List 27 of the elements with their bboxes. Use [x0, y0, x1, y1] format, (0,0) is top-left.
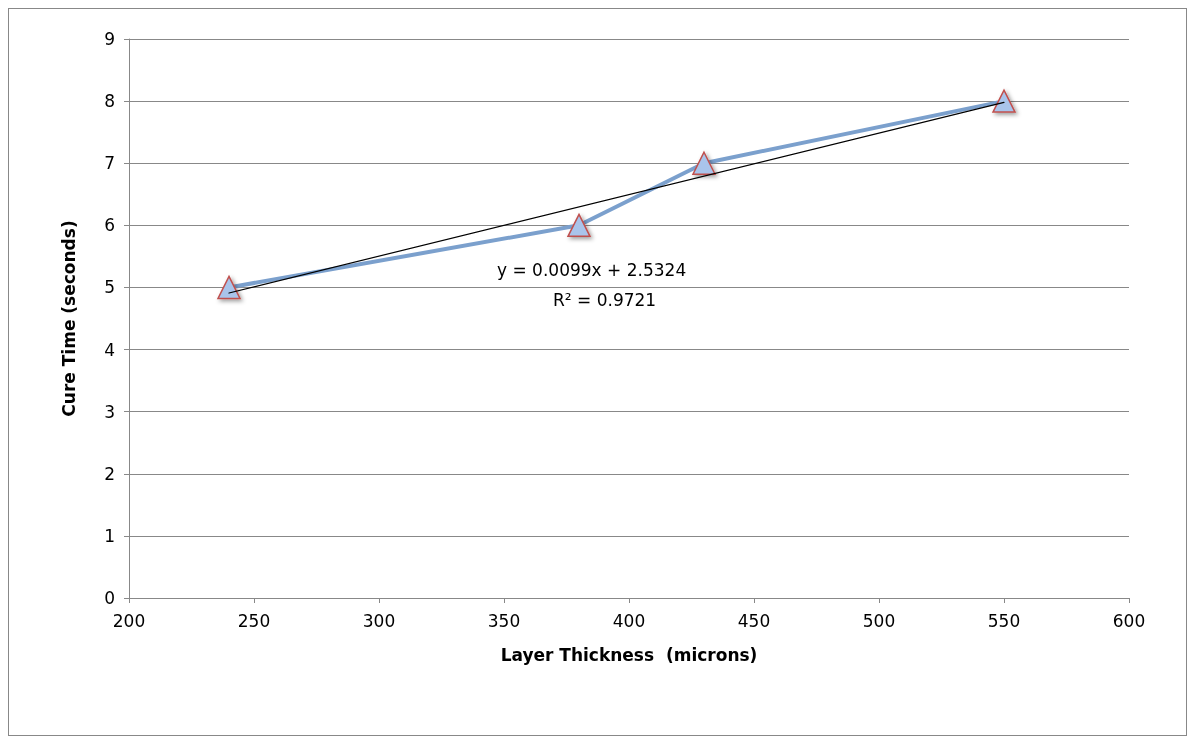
x-tick-label: 500 [862, 610, 896, 631]
y-tick-label: 7 [104, 153, 115, 174]
y-tick-label: 6 [104, 215, 115, 236]
point [692, 151, 716, 175]
x-tick-label: 550 [987, 610, 1021, 631]
x-tick-label: 300 [362, 610, 396, 631]
annotation: y = 0.0099x + 2.5324 [497, 259, 687, 280]
y-tick-label: 8 [104, 91, 115, 112]
annotation: R² = 0.9721 [553, 289, 657, 310]
y-tick-label: 4 [104, 339, 115, 360]
point [217, 275, 241, 300]
point [567, 213, 591, 238]
y-tick-label: 2 [104, 463, 115, 484]
x-axis-title: Layer Thickness (microns) [500, 644, 758, 665]
point [992, 89, 1016, 113]
x-tick-label: 350 [487, 610, 521, 631]
x-tick-label: 250 [237, 610, 271, 631]
y-axis-title: Cure Time (seconds) [58, 220, 79, 417]
y-tick-label: 3 [104, 401, 115, 422]
x-tick-label: 450 [737, 610, 771, 631]
x-tick-label: 600 [1112, 610, 1146, 631]
y-tick-label: 9 [104, 29, 115, 49]
y-tick-label: 5 [104, 277, 115, 298]
x-tick-label: 400 [612, 610, 646, 631]
x-tick-label: 200 [112, 610, 146, 631]
y-tick-label: 1 [104, 525, 115, 546]
y-tick-label: 0 [104, 588, 115, 608]
